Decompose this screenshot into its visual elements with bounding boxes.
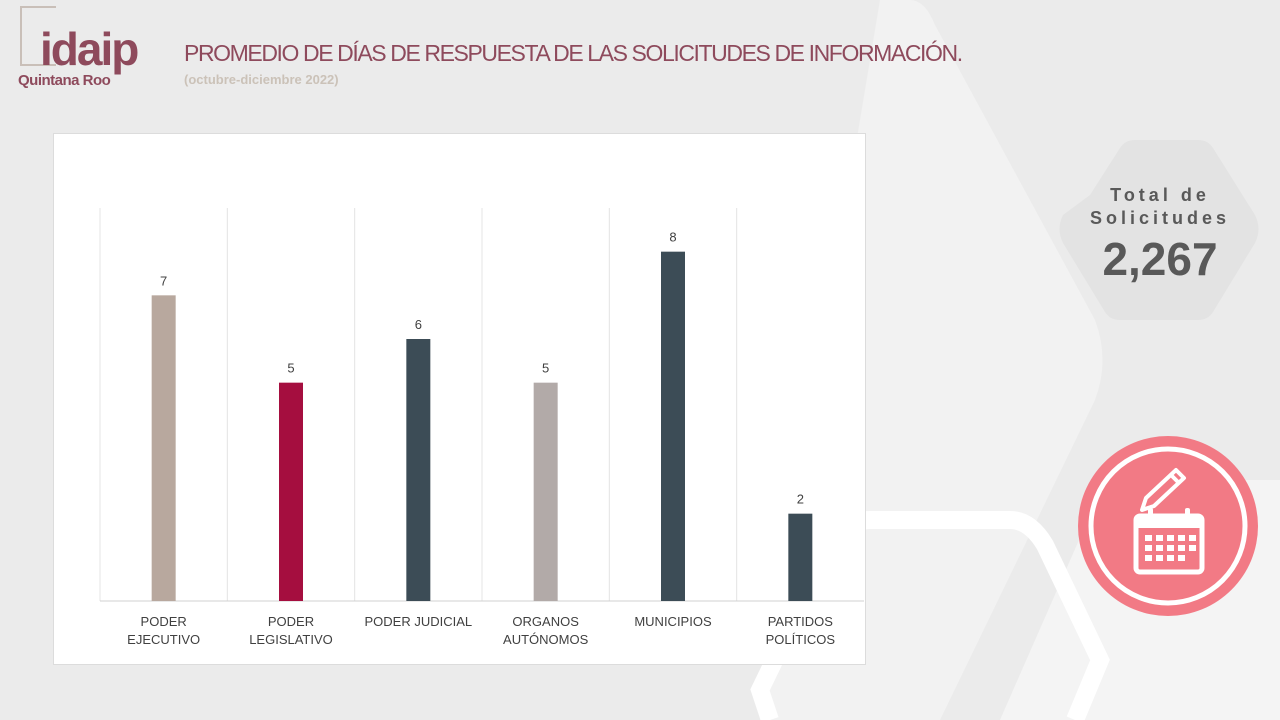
page-title: PROMEDIO DE DÍAS DE RESPUESTA DE LAS SOL… xyxy=(184,40,963,66)
data-label: 5 xyxy=(287,361,294,376)
total-requests-value: 2,267 xyxy=(1102,233,1218,285)
category-label: PODER JUDICIAL xyxy=(365,614,473,629)
bar xyxy=(661,251,685,601)
bar xyxy=(533,382,558,601)
total-label-line2: Solicitudes xyxy=(1089,208,1231,228)
category-label: LEGISLATIVO xyxy=(249,632,333,647)
total-requests-box: Total de Solicitudes 2,267 xyxy=(1058,140,1262,320)
logo-wordmark: idaip xyxy=(40,23,139,75)
data-label: 6 xyxy=(415,317,422,332)
bar-chart: 7 PODER EJECUTIVO 5 PODER LEGISLATIVO 6 PODER J… xyxy=(99,208,864,647)
data-label: 2 xyxy=(797,492,804,507)
category-label: PODER xyxy=(268,614,314,629)
bar xyxy=(406,339,431,601)
total-hexagon-shape xyxy=(1059,140,1259,320)
chart-panel: 7 PODER EJECUTIVO 5 PODER LEGISLATIVO 6 PODER J… xyxy=(53,133,866,665)
bar xyxy=(151,295,176,601)
logo-subtitle: Quintana Roo xyxy=(18,72,111,89)
category-label: PARTIDOS xyxy=(768,614,834,629)
bar xyxy=(788,513,813,601)
data-label: 7 xyxy=(160,273,167,288)
total-label-line1: Total de xyxy=(1110,185,1210,205)
page-subtitle: (octubre-diciembre 2022) xyxy=(184,72,339,87)
category-label: POLÍTICOS xyxy=(766,632,836,647)
total-requests-label: Total de Solicitudes xyxy=(1058,184,1262,230)
category-label: EJECUTIVO xyxy=(127,632,200,647)
calendar-pencil-icon xyxy=(1078,436,1258,616)
idaip-logo: idaip Quintana Roo xyxy=(16,4,146,90)
logo-door-frame xyxy=(20,6,56,66)
category-label: MUNICIPIOS xyxy=(634,614,712,629)
category-label: PODER xyxy=(141,614,187,629)
data-label: 5 xyxy=(542,361,549,376)
category-label: ORGANOS xyxy=(512,614,579,629)
bar xyxy=(279,382,303,601)
data-label: 8 xyxy=(669,230,676,245)
category-label: AUTÓNOMOS xyxy=(503,632,589,647)
